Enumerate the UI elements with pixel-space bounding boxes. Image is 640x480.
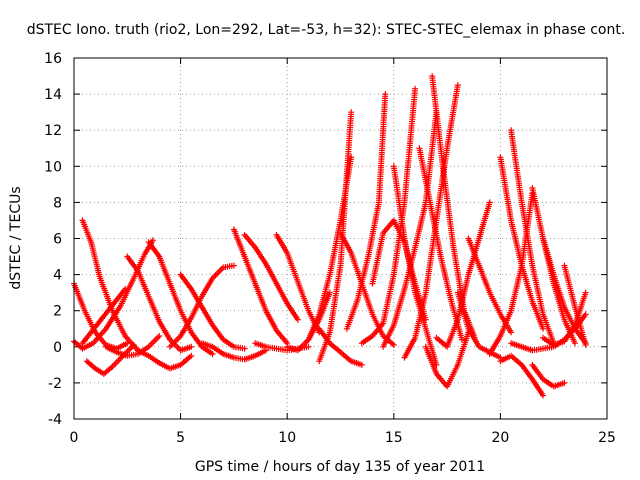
y-tick-label: -2 bbox=[48, 376, 62, 392]
series-25 bbox=[390, 163, 440, 368]
x-tick-label: 20 bbox=[491, 430, 509, 446]
y-tick-label: -4 bbox=[48, 412, 62, 428]
series-27-markers bbox=[416, 145, 465, 343]
series-5 bbox=[124, 253, 195, 354]
series-10-markers bbox=[177, 271, 248, 352]
series-2-markers bbox=[79, 217, 141, 354]
series-35-markers bbox=[508, 127, 557, 347]
series-1-markers bbox=[71, 237, 156, 352]
series-26-markers bbox=[401, 82, 461, 361]
series-7-markers bbox=[145, 239, 216, 357]
series-34 bbox=[497, 154, 546, 332]
series-13 bbox=[241, 231, 301, 323]
series-39 bbox=[540, 235, 589, 347]
series-8 bbox=[135, 347, 195, 372]
series-28 bbox=[422, 329, 472, 390]
y-tick-label: 8 bbox=[53, 195, 62, 211]
series-22 bbox=[358, 85, 419, 347]
x-tick-label: 25 bbox=[598, 430, 616, 446]
series-36 bbox=[497, 352, 546, 399]
series-31 bbox=[454, 289, 504, 361]
series-12-markers bbox=[230, 226, 291, 347]
series-8-markers bbox=[135, 347, 195, 372]
series-22-markers bbox=[358, 85, 419, 347]
series-31-markers bbox=[454, 289, 504, 361]
series-1 bbox=[71, 237, 156, 352]
y-tick-label: 0 bbox=[53, 340, 62, 356]
series-9-markers bbox=[166, 262, 237, 350]
series-28-markers bbox=[422, 329, 472, 390]
x-tick-labels: 0 5 10 15 20 25 bbox=[70, 430, 616, 446]
x-tick-label: 10 bbox=[278, 430, 296, 446]
series-4 bbox=[79, 286, 129, 347]
y-tick-label: 10 bbox=[44, 159, 62, 175]
series-4-markers bbox=[79, 286, 129, 347]
series-42 bbox=[508, 311, 589, 354]
y-tick-label: 12 bbox=[44, 123, 62, 139]
x-tick-label: 5 bbox=[176, 430, 185, 446]
x-tick-label: 0 bbox=[70, 430, 79, 446]
series-27 bbox=[416, 145, 465, 343]
series-9 bbox=[166, 262, 237, 350]
series-19 bbox=[316, 325, 365, 368]
series-26 bbox=[401, 82, 461, 361]
series-11 bbox=[198, 340, 269, 363]
y-tick-label: 2 bbox=[53, 304, 62, 320]
y-tick-label: 6 bbox=[53, 232, 62, 248]
plot-frame bbox=[73, 57, 608, 420]
series-5-markers bbox=[124, 253, 195, 354]
series-39-markers bbox=[540, 235, 589, 347]
series-34-markers bbox=[497, 154, 546, 332]
series-13-markers bbox=[241, 231, 301, 323]
y-axis-label: dSTEC / TECUs bbox=[8, 186, 24, 289]
chart-title: dSTEC Iono. truth (rio2, Lon=292, Lat=-5… bbox=[27, 22, 626, 38]
y-tick-label: 4 bbox=[53, 268, 62, 284]
series-19-markers bbox=[316, 325, 365, 368]
series-42-markers bbox=[508, 311, 589, 354]
series-21 bbox=[343, 91, 389, 332]
series-11-markers bbox=[198, 340, 269, 363]
y-tick-label: 16 bbox=[44, 51, 62, 67]
series-36-markers bbox=[497, 352, 546, 399]
y-tick-label: 14 bbox=[44, 87, 62, 103]
y-tick-labels: -4 -2 0 2 4 6 8 10 12 14 16 bbox=[44, 51, 62, 428]
series-18 bbox=[316, 109, 355, 365]
series-18-markers bbox=[316, 109, 355, 365]
series-10 bbox=[177, 271, 248, 352]
data-markers bbox=[71, 73, 589, 399]
series-2 bbox=[79, 217, 141, 354]
x-tick-label: 15 bbox=[385, 430, 403, 446]
series-37 bbox=[529, 361, 568, 390]
series-12 bbox=[230, 226, 291, 347]
series-35 bbox=[508, 127, 557, 347]
series-21-markers bbox=[343, 91, 389, 332]
x-axis-label: GPS time / hours of day 135 of year 2011 bbox=[195, 459, 485, 475]
series-37-markers bbox=[529, 361, 568, 390]
series-41-markers bbox=[561, 262, 589, 348]
series-41 bbox=[561, 262, 589, 348]
series-7 bbox=[145, 239, 216, 357]
series-25-markers bbox=[390, 163, 440, 368]
